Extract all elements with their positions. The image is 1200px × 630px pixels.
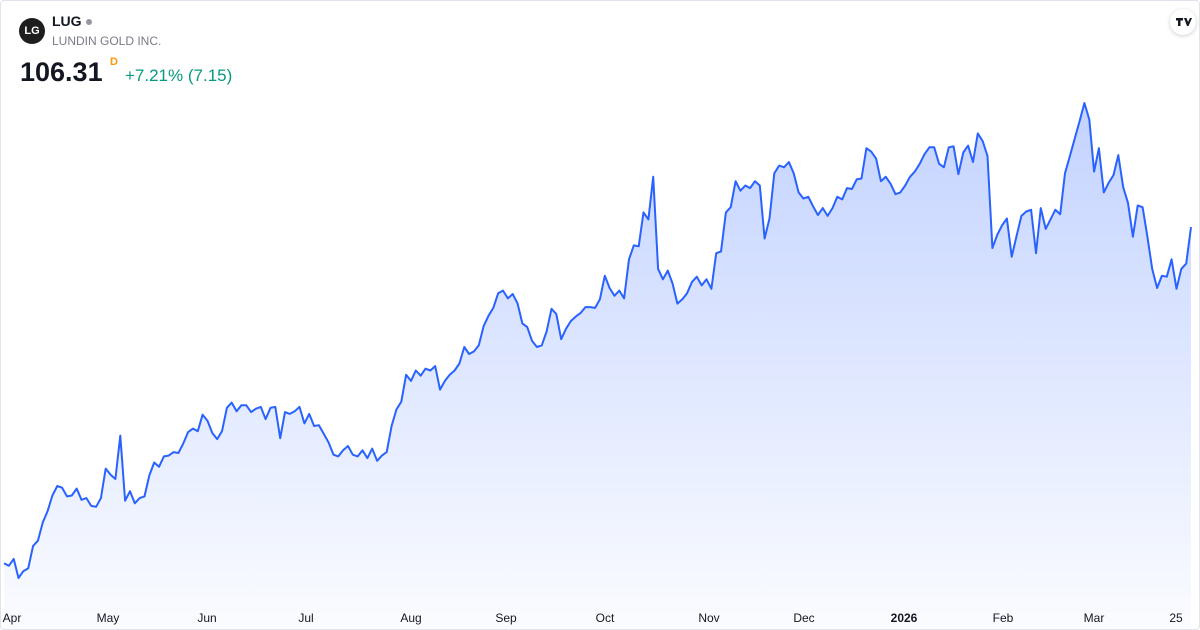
symbol[interactable]: LUG [52,13,92,29]
x-axis-label: 2026 [891,611,918,625]
logo: LG [19,18,45,44]
x-axis-label: Aug [400,611,421,625]
status-dot [85,19,92,26]
tradingview-logo[interactable] [1170,9,1196,35]
price: 106.31 [20,57,103,87]
x-axis-label: 25 [1169,611,1183,625]
symbol-text[interactable]: LUG [52,13,82,29]
x-axis-label: Nov [698,611,719,625]
interval: D [110,56,118,68]
x-axis-label: May [97,611,120,625]
price-line [3,102,1192,579]
x-axis-label: Apr [3,611,22,625]
x-axis-label: Sep [495,611,517,625]
x-axis-label: Jul [298,611,313,625]
x-axis-label: Dec [793,611,814,625]
x-axis-label: Oct [596,611,615,625]
x-axis-label: Feb [993,611,1014,625]
change: +7.21% (7.15) [125,66,233,85]
tv-icon [1176,18,1192,26]
company-name: LUNDIN GOLD INC. [52,34,162,48]
area-fill [4,103,1191,629]
x-axis-label: Mar [1084,611,1105,625]
x-axis-label: Jun [197,611,216,625]
